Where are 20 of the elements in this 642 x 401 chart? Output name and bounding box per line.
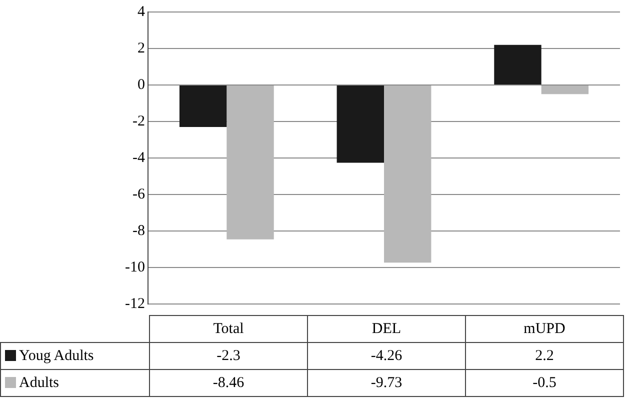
data-label: 2.2 xyxy=(466,342,624,370)
y-tick-label: -2 xyxy=(132,113,145,130)
y-tick-label: -10 xyxy=(125,259,145,276)
data-label: -9.73 xyxy=(308,370,466,396)
y-tick-label: 4 xyxy=(138,4,146,20)
x-tick-label: mUPD xyxy=(466,316,624,342)
data-label: -4.26 xyxy=(308,342,466,370)
x-tick-label: Total xyxy=(150,316,308,342)
y-tick-label: -4 xyxy=(132,150,146,166)
x-tick-label: DEL xyxy=(308,316,466,342)
legend-label: Adults xyxy=(0,370,150,396)
y-tick-label: 0 xyxy=(138,76,145,93)
data-label: -0.5 xyxy=(466,370,624,396)
data-label: -2.3 xyxy=(150,342,308,370)
legend-label: Youg Adults xyxy=(0,342,150,370)
data-label: -8.46 xyxy=(150,370,308,396)
y-tick-label: -6 xyxy=(132,186,146,202)
y-tick-label: -12 xyxy=(125,296,145,312)
y-tick-label: 2 xyxy=(138,40,145,56)
y-tick-label: -8 xyxy=(132,222,145,239)
